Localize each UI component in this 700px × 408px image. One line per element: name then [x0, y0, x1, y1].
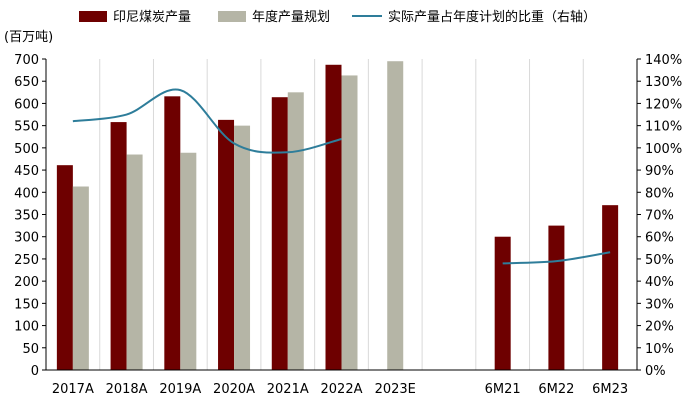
y2-tick-label: 100%: [645, 142, 682, 157]
y2-tick-label: 10%: [645, 342, 674, 357]
x-tick-label: 2020A: [213, 382, 255, 397]
legend-label: 印尼煤炭产量: [113, 10, 191, 25]
y-tick-label: 700: [14, 53, 39, 68]
y-tick-label: 500: [14, 142, 39, 157]
y-tick-label: 600: [14, 97, 39, 112]
y-tick-label: 550: [14, 120, 39, 135]
y-tick-label: 50: [22, 342, 39, 357]
grid-lines: [99, 59, 584, 370]
y2-tick-label: 0%: [645, 364, 666, 379]
y2-tick-label: 30%: [645, 297, 674, 312]
y2-tick-label: 50%: [645, 253, 674, 268]
legend-label: 年度产量规划: [252, 9, 330, 25]
y2-tick-label: 40%: [645, 275, 674, 290]
y-tick-label: 300: [14, 231, 39, 246]
y2-tick-label: 70%: [645, 209, 674, 224]
legend-item-1: 印尼煤炭产量: [79, 10, 191, 25]
y2-tick-label: 140%: [645, 53, 682, 68]
y2-tick-label: 80%: [645, 186, 674, 201]
y-tick-label: 450: [14, 164, 39, 179]
bars: [56, 61, 619, 371]
legend-item-2: 年度产量规划: [218, 9, 330, 25]
y2-tick-label: 60%: [645, 231, 674, 246]
bar-production-6M23: [602, 205, 619, 370]
legend-swatch: [79, 11, 107, 22]
y2-tick-label: 20%: [645, 320, 674, 335]
bar-plan-2018A: [126, 154, 143, 370]
bar-plan-2021A: [287, 92, 304, 371]
y-tick-label: 650: [14, 75, 39, 90]
y-tick-label: 150: [14, 297, 39, 312]
bar-plan-2023E: [387, 61, 404, 370]
bar-plan-2022A: [341, 75, 358, 370]
bar-production-6M22: [548, 225, 565, 370]
legend: 印尼煤炭产量 年度产量规划 实际产量占年度计划的比重（右轴）: [79, 9, 596, 25]
x-tick-label: 2017A: [52, 382, 94, 397]
x-tick-label: 6M21: [485, 382, 521, 397]
legend-item-3: 实际产量占年度计划的比重（右轴）: [352, 9, 596, 25]
y-axis-ticks: 0 50 100 150 200 250 300 350 400 450 500 550 600 650 7…: [14, 53, 46, 379]
y2-tick-label: 130%: [645, 75, 682, 90]
bar-production-2018A: [110, 122, 127, 371]
bar-plan-2020A: [234, 125, 251, 371]
y2-axis-ticks: 0% 10% 20% 30% 40% 50% 60% 70% 80% 90% 100% 110% 120…: [637, 53, 682, 379]
ratio-line: [72, 88, 611, 265]
y-tick-label: 200: [14, 275, 39, 290]
bar-plan-2019A: [180, 152, 197, 370]
x-tick-label: 2018A: [106, 382, 148, 397]
y-tick-label: 0: [31, 364, 39, 379]
y2-tick-label: 90%: [645, 164, 674, 179]
x-axis-ticks: 2017A 2018A 2019A 2020A 2021A 2022A 2023E 6M21 6…: [52, 382, 628, 397]
y-tick-label: 400: [14, 186, 39, 201]
bar-production-6M21: [494, 236, 511, 370]
x-tick-label: 6M23: [592, 382, 628, 397]
x-tick-label: 2021A: [267, 382, 309, 397]
y2-tick-label: 120%: [645, 97, 682, 112]
legend-swatch: [218, 11, 246, 22]
bar-production-2021A: [271, 97, 288, 371]
bar-production-2019A: [164, 96, 181, 370]
x-tick-label: 2019A: [159, 382, 201, 397]
bar-plan-2017A: [72, 186, 89, 370]
y2-tick-label: 110%: [645, 120, 682, 135]
bar-production-2022A: [325, 64, 342, 371]
y-axis-label: (百万吨): [4, 30, 53, 45]
y-tick-label: 100: [14, 320, 39, 335]
legend-label: 实际产量占年度计划的比重（右轴）: [388, 9, 596, 25]
y-tick-label: 250: [14, 253, 39, 268]
x-tick-label: 6M22: [538, 382, 574, 397]
y-tick-label: 350: [14, 209, 39, 224]
ratio-line-segment-1: [72, 88, 342, 154]
bar-production-2017A: [56, 165, 73, 370]
x-tick-label: 2022A: [321, 382, 363, 397]
ratio-line-segment-2: [502, 251, 611, 265]
x-tick-label: 2023E: [375, 382, 416, 397]
bar-production-2020A: [218, 119, 235, 370]
